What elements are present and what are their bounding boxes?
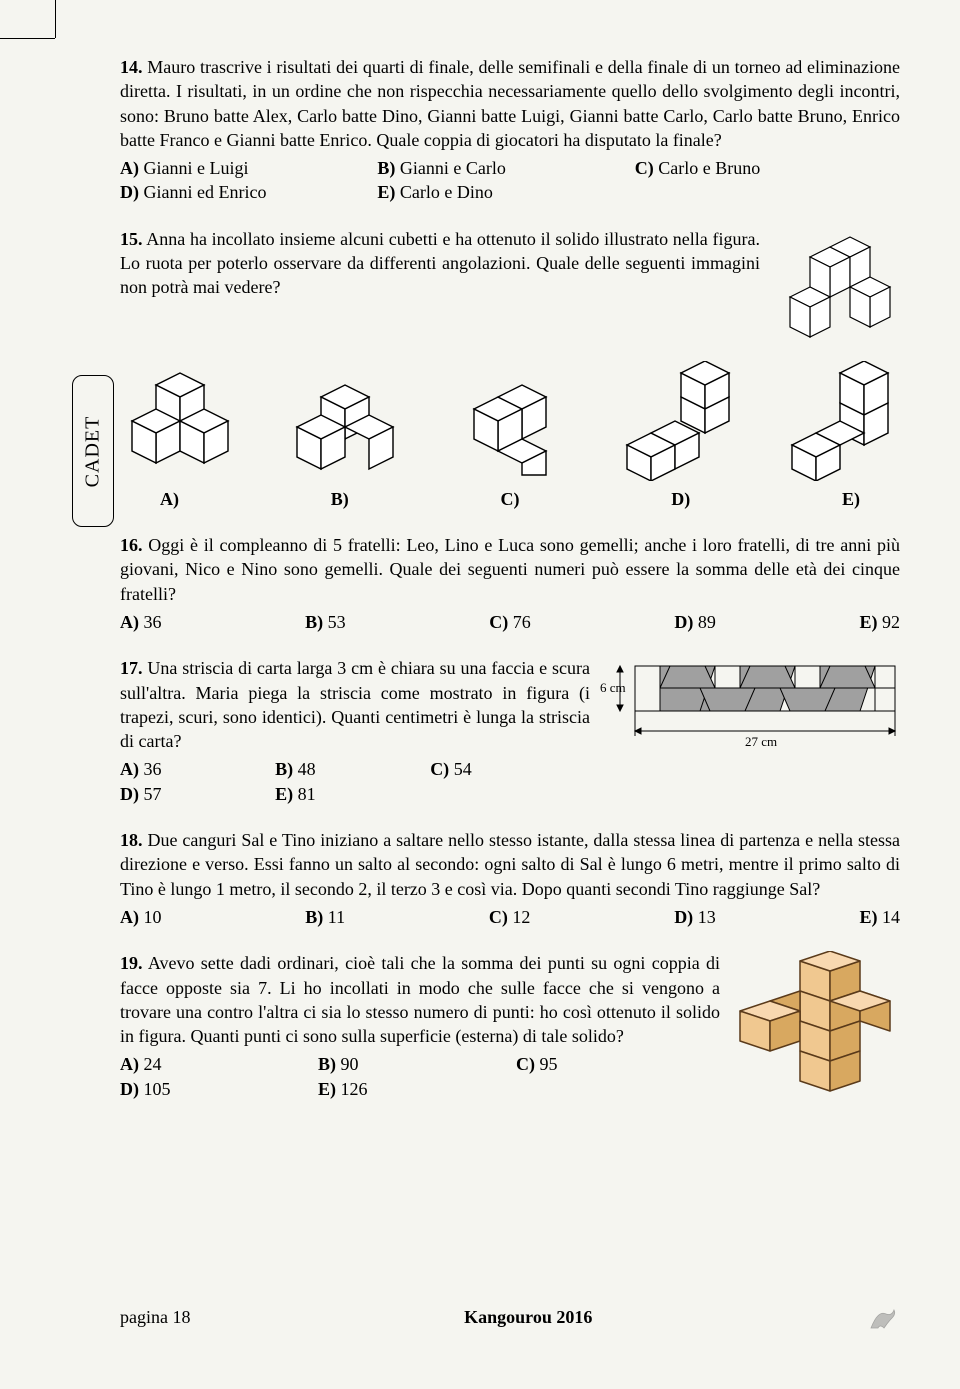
q15-label-D: D) — [671, 487, 690, 511]
question-17: 17. Una striscia di carta larga 3 cm è c… — [120, 656, 900, 806]
q15-fig-E — [780, 361, 900, 481]
cadet-tab: CADET — [72, 375, 114, 527]
footer: pagina 18 Kangourou 2016 — [120, 1300, 900, 1334]
q18-A-label: A) — [120, 907, 139, 927]
q15-label-B: B) — [331, 487, 349, 511]
q19-B-label: B) — [318, 1054, 336, 1074]
question-18: 18. Due canguri Sal e Tino iniziano a sa… — [120, 828, 900, 929]
q15-text: Anna ha incollato insieme alcuni cubetti… — [120, 229, 760, 298]
q15-main-figure — [770, 227, 900, 347]
page-number: pagina 18 — [120, 1305, 190, 1329]
q17-A-label: A) — [120, 759, 139, 779]
q14-text: Mauro trascrive i risultati dei quarti d… — [120, 57, 900, 150]
q18-C: 12 — [512, 907, 530, 927]
q16-D-label: D) — [674, 612, 693, 632]
q19-C-label: C) — [516, 1054, 535, 1074]
q18-E: 14 — [882, 907, 900, 927]
q16-num: 16. — [120, 535, 143, 555]
q18-A: 10 — [144, 907, 162, 927]
question-16: 16. Oggi è il compleanno di 5 fratelli: … — [120, 533, 900, 634]
q17-D: 57 — [144, 784, 162, 804]
q16-A-label: A) — [120, 612, 139, 632]
q19-A: 24 — [144, 1054, 162, 1074]
q19-D-label: D) — [120, 1079, 139, 1099]
q16-E-label: E) — [860, 612, 878, 632]
q14-A: Gianni e Luigi — [144, 158, 249, 178]
question-14: 14. Mauro trascrive i risultati dei quar… — [120, 55, 900, 205]
q16-D: 89 — [698, 612, 716, 632]
crop-mark — [0, 38, 55, 39]
q19-E-label: E) — [318, 1079, 336, 1099]
q16-text: Oggi è il compleanno di 5 fratelli: Leo,… — [120, 535, 900, 604]
q16-A: 36 — [144, 612, 162, 632]
footer-title: Kangourou 2016 — [464, 1305, 592, 1329]
q17-C: 54 — [454, 759, 472, 779]
q15-fig-C — [450, 361, 570, 481]
q14-B: Gianni e Carlo — [400, 158, 506, 178]
q17-num: 17. — [120, 658, 143, 678]
q15-fig-A — [120, 361, 240, 481]
q16-E: 92 — [882, 612, 900, 632]
q14-E-label: E) — [377, 182, 395, 202]
q18-D-label: D) — [674, 907, 693, 927]
q14-B-label: B) — [377, 158, 395, 178]
q14-D-label: D) — [120, 182, 139, 202]
q16-C: 76 — [513, 612, 531, 632]
cadet-label: CADET — [80, 415, 107, 487]
q19-A-label: A) — [120, 1054, 139, 1074]
q18-text: Due canguri Sal e Tino iniziano a saltar… — [120, 830, 900, 899]
q17-D-label: D) — [120, 784, 139, 804]
q17-figure: 6 cm 27 cm — [600, 656, 900, 766]
q17-E: 81 — [298, 784, 316, 804]
q18-B-label: B) — [305, 907, 323, 927]
q19-num: 19. — [120, 953, 143, 973]
q14-D: Gianni ed Enrico — [144, 182, 267, 202]
q15-label-E: E) — [842, 487, 860, 511]
q15-fig-B — [285, 361, 405, 481]
q19-C: 95 — [540, 1054, 558, 1074]
q14-C-label: C) — [635, 158, 654, 178]
q15-label-C: C) — [501, 487, 520, 511]
q18-D: 13 — [698, 907, 716, 927]
q17-B: 48 — [298, 759, 316, 779]
q19-text: Avevo sette dadi ordinari, cioè tali che… — [120, 953, 720, 1046]
q18-B: 11 — [328, 907, 345, 927]
q17-text: Una striscia di carta larga 3 cm è chiar… — [120, 658, 590, 751]
q17-dim2-svg: 27 cm — [745, 734, 777, 749]
q15-num: 15. — [120, 229, 143, 249]
page: CADET 14. Mauro trascrive i risultati de… — [0, 0, 960, 1389]
q16-B: 53 — [328, 612, 346, 632]
q19-figure — [730, 951, 900, 1101]
question-15: 15. Anna ha incollato insieme alcuni cub… — [120, 227, 900, 511]
q19-E: 126 — [341, 1079, 368, 1099]
q18-C-label: C) — [489, 907, 508, 927]
q16-C-label: C) — [489, 612, 508, 632]
q18-E-label: E) — [859, 907, 877, 927]
q15-label-A: A) — [160, 487, 179, 511]
question-19: 19. Avevo sette dadi ordinari, cioè tali… — [120, 951, 900, 1101]
q15-options-figures — [120, 361, 900, 481]
q17-A: 36 — [144, 759, 162, 779]
kangaroo-icon — [866, 1300, 900, 1334]
q19-B: 90 — [341, 1054, 359, 1074]
q14-A-label: A) — [120, 158, 139, 178]
q18-num: 18. — [120, 830, 143, 850]
q14-num: 14. — [120, 57, 143, 77]
q17-E-label: E) — [275, 784, 293, 804]
q17-B-label: B) — [275, 759, 293, 779]
q17-dim1-svg: 6 cm — [600, 680, 626, 695]
q15-fig-D — [615, 361, 735, 481]
q14-C: Carlo e Bruno — [658, 158, 760, 178]
q19-D: 105 — [144, 1079, 171, 1099]
q17-C-label: C) — [430, 759, 449, 779]
content: CADET 14. Mauro trascrive i risultati de… — [120, 55, 900, 1101]
q16-B-label: B) — [305, 612, 323, 632]
q14-E: Carlo e Dino — [400, 182, 493, 202]
